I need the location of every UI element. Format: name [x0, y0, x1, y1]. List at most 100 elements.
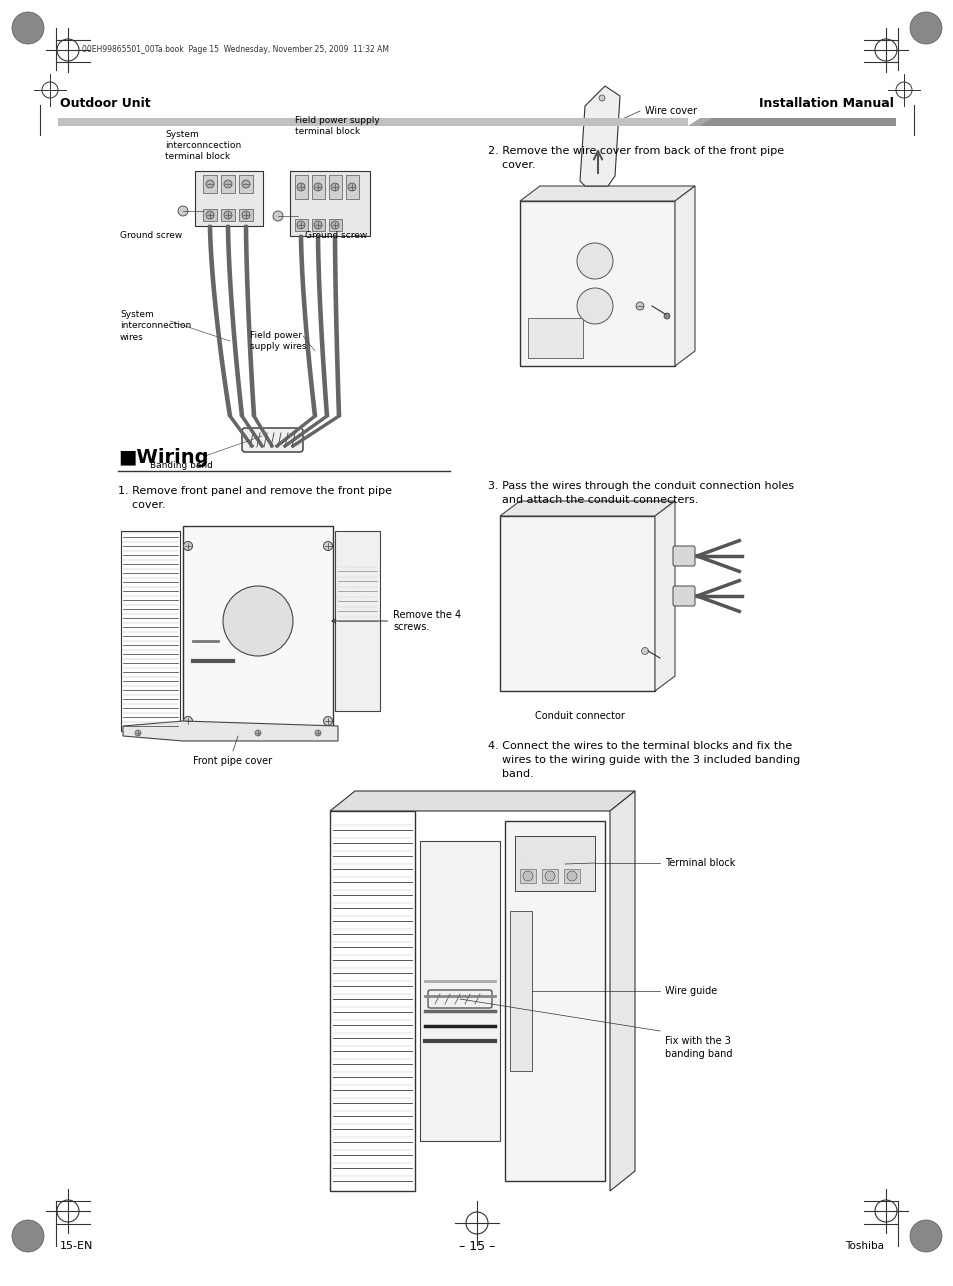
Circle shape — [577, 288, 613, 324]
Polygon shape — [579, 86, 619, 186]
FancyBboxPatch shape — [700, 118, 895, 126]
Polygon shape — [655, 502, 675, 691]
FancyBboxPatch shape — [504, 820, 604, 1181]
FancyBboxPatch shape — [329, 175, 341, 199]
FancyBboxPatch shape — [294, 175, 308, 199]
Polygon shape — [687, 118, 711, 126]
Circle shape — [636, 302, 643, 310]
Circle shape — [544, 871, 555, 881]
Polygon shape — [330, 791, 635, 811]
Polygon shape — [499, 502, 675, 516]
Circle shape — [254, 730, 261, 736]
FancyBboxPatch shape — [346, 175, 358, 199]
Text: 00EH99865501_00Ta.book  Page 15  Wednesday, November 25, 2009  11:32 AM: 00EH99865501_00Ta.book Page 15 Wednesday… — [82, 45, 389, 54]
Text: 4. Connect the wires to the terminal blocks and fix the: 4. Connect the wires to the terminal blo… — [488, 741, 791, 751]
FancyBboxPatch shape — [428, 990, 492, 1008]
Text: Installation Manual: Installation Manual — [759, 96, 893, 111]
Circle shape — [909, 1220, 941, 1253]
Text: band.: band. — [488, 769, 533, 779]
Text: 2. Remove the wire cover from back of the front pipe: 2. Remove the wire cover from back of th… — [488, 147, 783, 156]
Text: Remove the 4
screws.: Remove the 4 screws. — [332, 610, 460, 631]
Circle shape — [909, 12, 941, 44]
Polygon shape — [675, 186, 695, 367]
Text: Fix with the 3
banding band: Fix with the 3 banding band — [664, 1037, 732, 1060]
Text: wires to the wiring guide with the 3 included banding: wires to the wiring guide with the 3 inc… — [488, 755, 800, 765]
FancyBboxPatch shape — [58, 118, 687, 126]
Circle shape — [183, 541, 193, 550]
FancyBboxPatch shape — [242, 428, 303, 451]
Text: Wire guide: Wire guide — [664, 986, 717, 995]
FancyBboxPatch shape — [519, 201, 675, 367]
FancyBboxPatch shape — [515, 836, 595, 891]
Text: Ground screw: Ground screw — [120, 231, 182, 240]
FancyBboxPatch shape — [239, 175, 253, 193]
Text: Front pipe cover: Front pipe cover — [193, 756, 273, 766]
Circle shape — [183, 716, 193, 725]
FancyBboxPatch shape — [419, 841, 499, 1141]
FancyBboxPatch shape — [290, 171, 370, 237]
Text: and attach the conduit connecters.: and attach the conduit connecters. — [488, 495, 698, 505]
FancyBboxPatch shape — [203, 210, 216, 221]
Circle shape — [331, 221, 338, 229]
Circle shape — [242, 180, 250, 188]
Circle shape — [12, 12, 44, 44]
Text: – 15 –: – 15 – — [458, 1240, 495, 1253]
FancyBboxPatch shape — [312, 175, 325, 199]
Text: cover.: cover. — [118, 500, 166, 511]
Text: Field power supply
terminal block: Field power supply terminal block — [294, 116, 379, 136]
Circle shape — [314, 730, 320, 736]
Text: 1. Remove front panel and remove the front pipe: 1. Remove front panel and remove the fro… — [118, 486, 392, 496]
FancyBboxPatch shape — [527, 318, 582, 358]
Circle shape — [206, 180, 213, 188]
Circle shape — [296, 183, 305, 192]
Text: System
interconnection
wires: System interconnection wires — [120, 310, 191, 342]
FancyBboxPatch shape — [239, 210, 253, 221]
Text: Banding band: Banding band — [150, 460, 213, 469]
Text: Outdoor Unit: Outdoor Unit — [60, 96, 151, 111]
Circle shape — [224, 180, 232, 188]
Text: Terminal block: Terminal block — [664, 858, 735, 868]
FancyBboxPatch shape — [541, 869, 558, 883]
Text: Toshiba: Toshiba — [844, 1241, 883, 1251]
Circle shape — [314, 221, 322, 229]
FancyBboxPatch shape — [672, 586, 695, 606]
FancyBboxPatch shape — [294, 219, 308, 231]
Circle shape — [577, 243, 613, 279]
Circle shape — [242, 211, 250, 219]
FancyBboxPatch shape — [194, 171, 263, 226]
Text: 3. Pass the wires through the conduit connection holes: 3. Pass the wires through the conduit co… — [488, 481, 793, 491]
Circle shape — [522, 871, 533, 881]
FancyBboxPatch shape — [221, 210, 234, 221]
Circle shape — [178, 206, 188, 216]
FancyBboxPatch shape — [672, 547, 695, 566]
Circle shape — [663, 312, 669, 319]
FancyBboxPatch shape — [183, 526, 333, 736]
Circle shape — [12, 1220, 44, 1253]
Circle shape — [331, 183, 338, 192]
Text: Conduit connector: Conduit connector — [535, 711, 624, 721]
Circle shape — [314, 183, 322, 192]
FancyBboxPatch shape — [312, 219, 325, 231]
Circle shape — [323, 716, 333, 725]
Circle shape — [640, 647, 648, 655]
FancyBboxPatch shape — [329, 219, 341, 231]
Text: cover.: cover. — [488, 159, 535, 170]
Circle shape — [223, 586, 293, 656]
Circle shape — [323, 541, 333, 550]
Circle shape — [598, 95, 604, 102]
Circle shape — [135, 730, 141, 736]
FancyBboxPatch shape — [335, 531, 379, 711]
Text: Wire cover: Wire cover — [644, 105, 697, 116]
FancyBboxPatch shape — [221, 175, 234, 193]
Polygon shape — [123, 721, 337, 741]
Circle shape — [566, 871, 577, 881]
FancyBboxPatch shape — [499, 516, 655, 691]
Text: 15-EN: 15-EN — [60, 1241, 93, 1251]
FancyBboxPatch shape — [563, 869, 579, 883]
Text: ■Wiring: ■Wiring — [118, 448, 209, 467]
Circle shape — [206, 211, 213, 219]
Polygon shape — [609, 791, 635, 1191]
FancyBboxPatch shape — [510, 910, 532, 1071]
Text: Ground screw: Ground screw — [305, 231, 367, 240]
Text: Field power
supply wires: Field power supply wires — [250, 331, 306, 351]
